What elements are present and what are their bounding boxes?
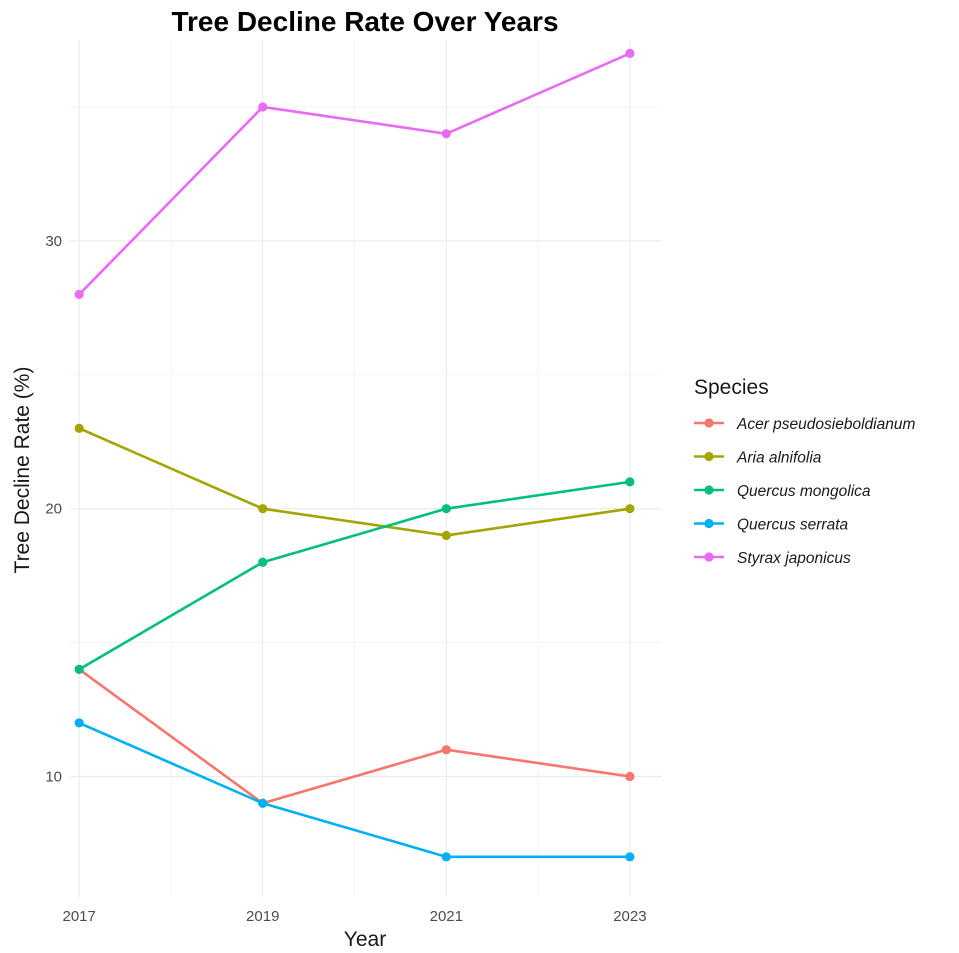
series-layer: [74, 48, 635, 862]
legend-item-styrax-japonicus: Styrax japonicus: [694, 550, 851, 567]
legend-label: Quercus mongolica: [737, 483, 871, 500]
data-point-styrax-japonicus-2023: [625, 48, 635, 58]
legend-key-point: [704, 418, 714, 428]
x-axis-title: Year: [344, 928, 386, 951]
y-tick-label-1: 20: [45, 501, 62, 518]
data-point-aria-alnifolia-2023: [625, 504, 635, 514]
legend-label: Acer pseudosieboldianum: [736, 416, 915, 433]
series-line-acer-pseudosieboldianum: [77, 668, 632, 805]
data-point-styrax-japonicus-2021: [441, 129, 451, 139]
series-line-styrax-japonicus: [77, 52, 632, 296]
data-point-quercus-serrata-2023: [625, 852, 635, 862]
chart-title: Tree Decline Rate Over Years: [171, 6, 558, 37]
legend-item-acer-pseudosieboldianum: Acer pseudosieboldianum: [694, 416, 915, 433]
series-line-aria-alnifolia: [77, 427, 632, 537]
series-styrax-japonicus: [74, 48, 635, 300]
x-tick-label-3: 2023: [613, 908, 646, 925]
legend-item-quercus-serrata: Quercus serrata: [694, 517, 849, 534]
legend-items: Acer pseudosieboldianum Aria alnifolia Que…: [694, 416, 915, 567]
legend-item-aria-alnifolia: Aria alnifolia: [694, 450, 822, 467]
series-line-quercus-mongolica: [77, 480, 632, 671]
legend-title: Species: [694, 376, 769, 399]
series-quercus-mongolica: [74, 477, 635, 674]
data-point-styrax-japonicus-2019: [258, 102, 268, 112]
data-point-quercus-mongolica-2021: [441, 504, 451, 514]
series-aria-alnifolia: [74, 423, 635, 541]
data-point-quercus-mongolica-2023: [625, 477, 635, 487]
x-tick-label-1: 2019: [246, 908, 279, 925]
axis-ticks: 10 20 30 2017 2019 2021 2023: [45, 233, 646, 925]
data-point-acer-pseudosieboldianum-2021: [441, 745, 451, 755]
data-point-aria-alnifolia-2017: [74, 423, 84, 433]
y-tick-label-0: 10: [45, 768, 62, 785]
legend-label: Aria alnifolia: [736, 450, 822, 467]
x-tick-label-2: 2021: [430, 908, 463, 925]
data-point-quercus-serrata-2019: [258, 798, 268, 808]
series-quercus-serrata: [74, 718, 635, 862]
legend-label: Quercus serrata: [737, 517, 849, 534]
legend-key-point: [704, 451, 714, 462]
data-point-quercus-mongolica-2017: [74, 664, 84, 674]
y-tick-label-2: 30: [45, 233, 62, 250]
legend-key-point: [704, 518, 714, 529]
legend-item-quercus-mongolica: Quercus mongolica: [694, 483, 871, 500]
data-point-styrax-japonicus-2017: [74, 289, 84, 300]
data-point-acer-pseudosieboldianum-2023: [625, 771, 635, 782]
data-point-aria-alnifolia-2021: [441, 530, 451, 541]
data-point-quercus-mongolica-2019: [258, 557, 268, 567]
legend-key-point: [704, 552, 714, 562]
legend-label: Styrax japonicus: [737, 550, 851, 567]
grid: [70, 40, 662, 897]
y-axis-title: Tree Decline Rate (%): [11, 367, 34, 574]
data-point-aria-alnifolia-2019: [258, 504, 268, 514]
series-line-quercus-serrata: [77, 721, 632, 859]
legend-key-point: [704, 485, 714, 495]
legend: Species Acer pseudosieboldianum Aria alni…: [694, 376, 915, 567]
data-point-quercus-serrata-2017: [74, 718, 84, 728]
data-point-quercus-serrata-2021: [441, 852, 451, 862]
x-tick-label-0: 2017: [62, 908, 95, 925]
